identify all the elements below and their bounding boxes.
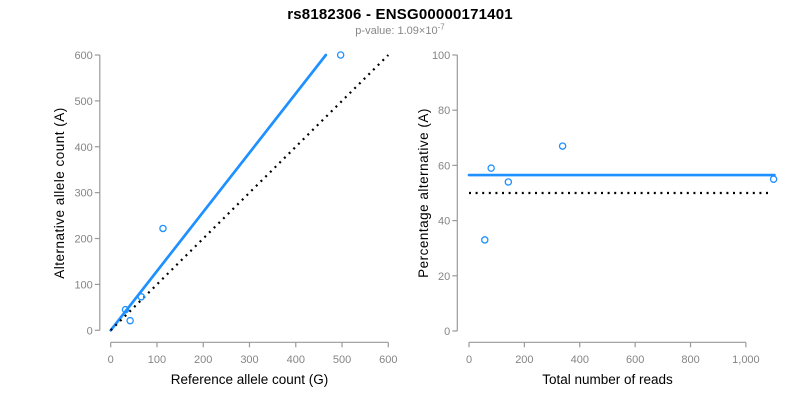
y-tick-label: 20 bbox=[438, 271, 450, 283]
left-scatter-panel: 0 100 200 300 400 500 600 0 100 200 300 400 500 600 bbox=[74, 50, 397, 366]
x-tick-label: 600 bbox=[626, 354, 644, 366]
x-tick-label: 0 bbox=[108, 354, 114, 366]
y-tick-label: 100 bbox=[74, 279, 92, 291]
data-point bbox=[481, 236, 489, 244]
pvalue-exponent: -7 bbox=[437, 22, 445, 32]
y-axis-label-right: Percentage alternative (A) bbox=[416, 108, 431, 278]
y-tick-label: 600 bbox=[74, 50, 92, 62]
figure-title: rs8182306 - ENSG00000171401 bbox=[287, 6, 513, 23]
x-tick-label: 500 bbox=[333, 354, 351, 366]
data-point bbox=[159, 224, 167, 233]
x-axis-label-left: Reference allele count (G) bbox=[171, 372, 329, 387]
y-tick-label: 80 bbox=[438, 105, 450, 117]
y-tick-label: 0 bbox=[444, 326, 450, 338]
y-tick-label: 100 bbox=[432, 50, 450, 62]
x-tick-label: 800 bbox=[681, 354, 699, 366]
x-axis-label-right: Total number of reads bbox=[542, 372, 673, 387]
data-point bbox=[504, 178, 513, 186]
data-point bbox=[558, 142, 567, 150]
data-point bbox=[336, 51, 345, 59]
y-tick-label: 0 bbox=[87, 325, 93, 337]
data-point bbox=[126, 316, 134, 325]
y-tick-label: 40 bbox=[438, 216, 450, 228]
fit-line bbox=[109, 53, 328, 332]
y-tick-label: 200 bbox=[74, 234, 92, 246]
x-tick-label: 400 bbox=[287, 354, 305, 366]
right-scatter-panel: 0 200 400 600 800 1,000 0 20 40 60 80 100 bbox=[432, 50, 778, 366]
figure-subtitle: p-value: 1.09×10-7 bbox=[0, 22, 800, 37]
x-tick-label: 200 bbox=[194, 354, 212, 366]
data-point bbox=[769, 175, 778, 183]
data-point bbox=[137, 293, 145, 301]
y-tick-label: 500 bbox=[74, 96, 92, 108]
y-tick-label: 300 bbox=[74, 188, 92, 200]
y-tick-label: 400 bbox=[74, 142, 92, 154]
x-tick-label: 0 bbox=[466, 354, 472, 366]
data-point bbox=[121, 305, 130, 314]
x-tick-label: 600 bbox=[379, 354, 397, 366]
data-point bbox=[487, 164, 495, 172]
identity-line bbox=[109, 54, 390, 332]
y-tick-label: 60 bbox=[438, 160, 450, 172]
pvalue-text: p-value: 1.09×10 bbox=[355, 25, 438, 37]
x-tick-label: 200 bbox=[515, 354, 533, 366]
x-tick-label: 100 bbox=[148, 354, 166, 366]
x-tick-label: 300 bbox=[240, 354, 258, 366]
x-tick-label: 400 bbox=[571, 354, 589, 366]
y-axis-label-left: Alternative allele count (A) bbox=[52, 107, 67, 279]
x-tick-label: 1,000 bbox=[732, 354, 760, 366]
